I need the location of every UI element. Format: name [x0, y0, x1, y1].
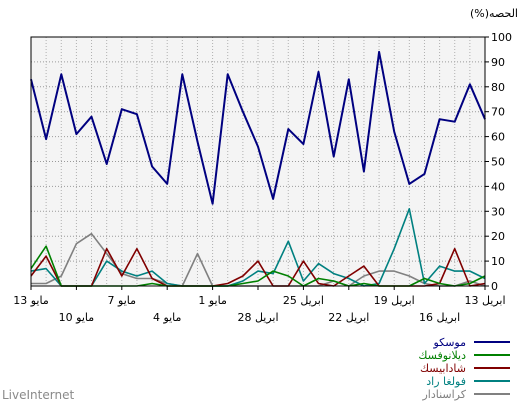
x-tick-label: 1 مايو	[198, 294, 227, 307]
x-tick-label: 10 مايو	[59, 311, 95, 324]
x-tick-label: 25 ابريل	[283, 294, 324, 307]
x-tick-label: 4 مايو	[153, 311, 182, 324]
y-tick-label: 10	[491, 255, 505, 268]
x-tick-label: 19 ابريل	[374, 294, 415, 307]
x-tick-label: 16 ابريل	[419, 311, 460, 324]
x-tick-label: 22 ابريل	[328, 311, 369, 324]
y-tick-label: 70	[491, 106, 505, 119]
legend-label: كراسنادار	[421, 388, 466, 401]
legend-label: فولغا راد	[426, 375, 466, 388]
y-tick-label: 80	[491, 81, 505, 94]
series-line-4	[30, 208, 486, 287]
grid	[31, 37, 485, 286]
y-tick-label: 50	[491, 156, 505, 169]
y-tick-label: 0	[491, 280, 498, 293]
footer-brand: LiveInternet	[2, 388, 74, 402]
y-axis-title: (%)الحصه	[470, 7, 518, 20]
y-tick-label: 60	[491, 131, 505, 144]
y-tick-label: 40	[491, 180, 505, 193]
y-tick-label: 100	[491, 31, 512, 44]
y-tick-label: 30	[491, 205, 505, 218]
y-tick-label: 20	[491, 230, 505, 243]
legend-label: شادابيسك	[420, 362, 466, 375]
series-line-1	[30, 50, 486, 205]
legend-label: موسكو	[432, 336, 466, 349]
x-tick-label: 7 مايو	[108, 294, 137, 307]
y-tick-label: 90	[491, 56, 505, 69]
axes: 0 10 20 30 40 50 60 70 80 90 100 13 ابريل 16 ابريل 19…	[13, 31, 512, 324]
x-tick-label: 28 ابريل	[237, 311, 278, 324]
legend-label: ديلانوفسك	[418, 349, 466, 362]
x-tick-label: 13 ابريل	[464, 294, 505, 307]
x-tick-label: 13 مايو	[13, 294, 49, 307]
